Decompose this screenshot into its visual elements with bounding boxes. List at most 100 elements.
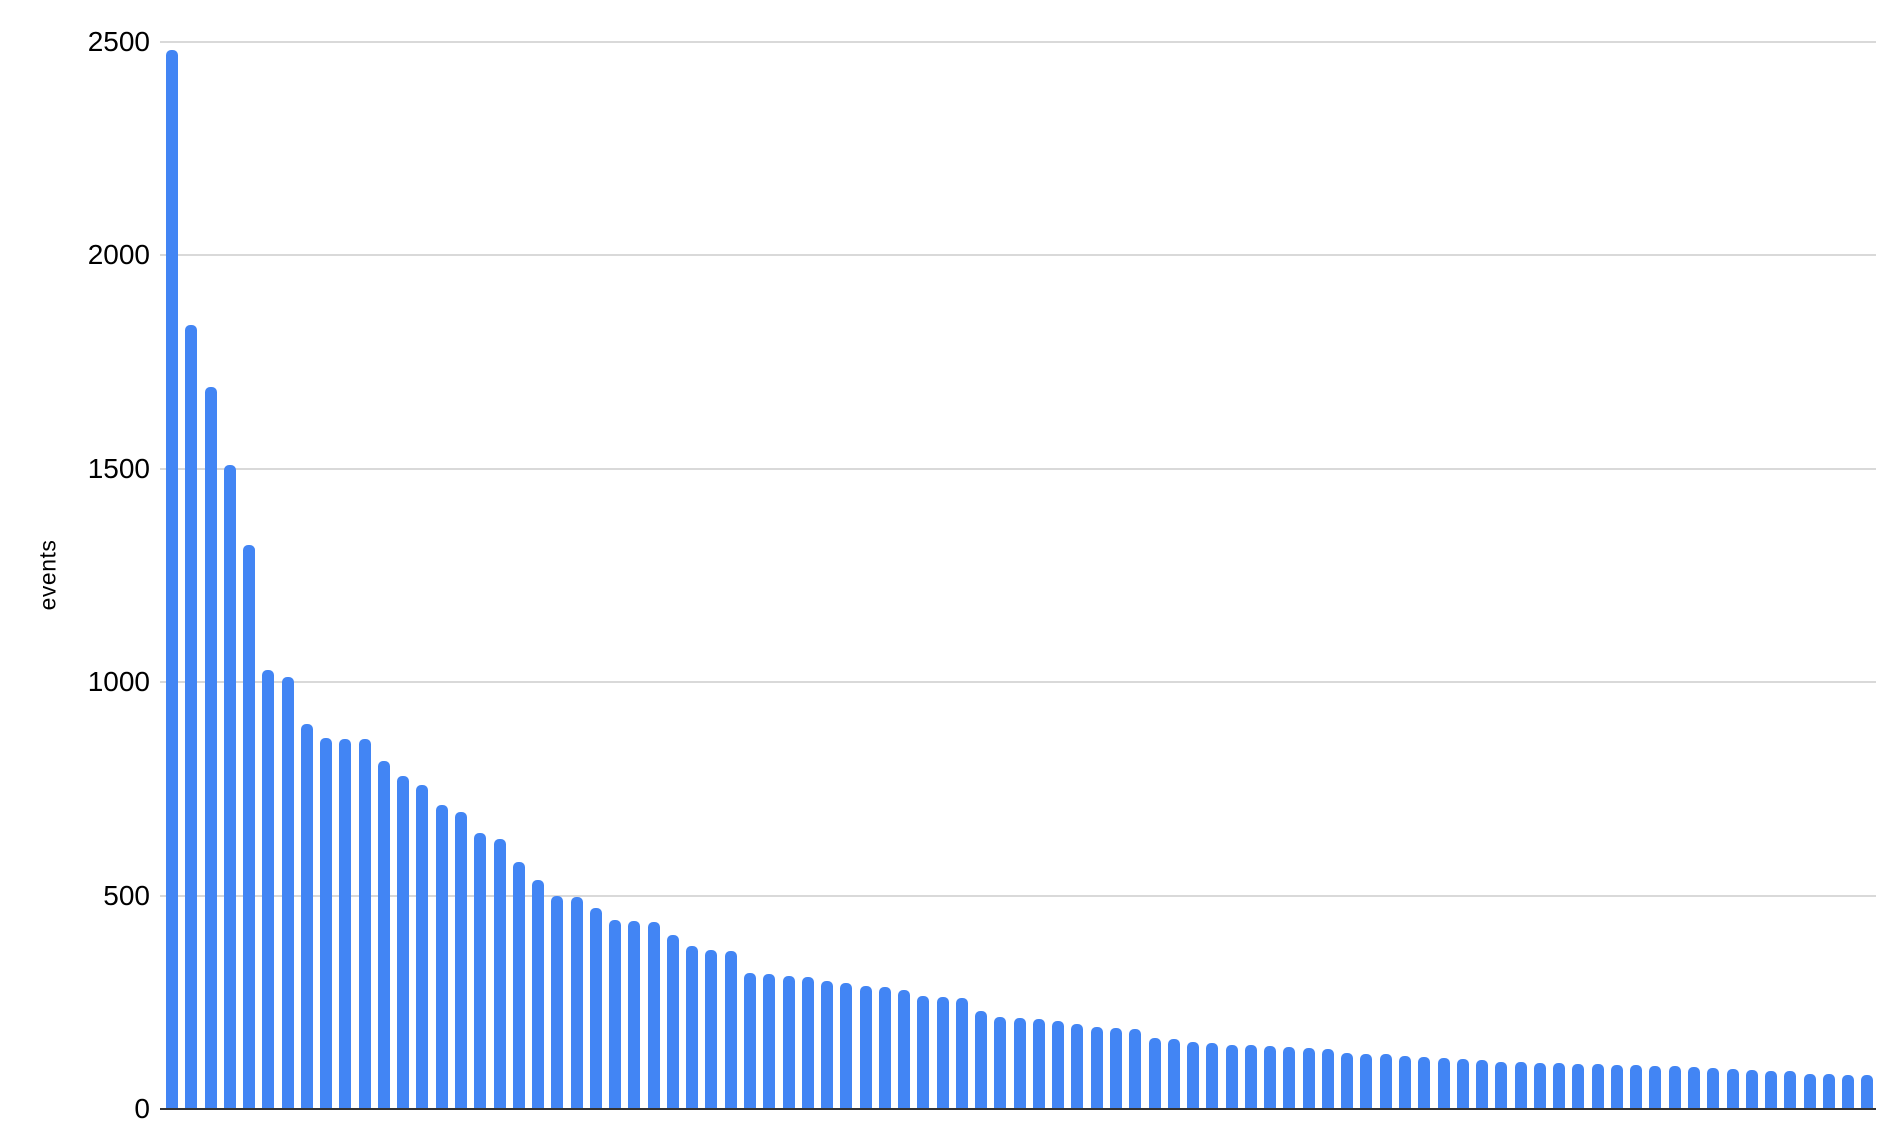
bar (532, 879, 545, 1109)
bar (724, 951, 737, 1109)
bar (1399, 1055, 1411, 1109)
bar (1283, 1046, 1296, 1109)
bar (1572, 1063, 1585, 1109)
bar-series (166, 0, 1874, 1109)
bar (1052, 1020, 1065, 1109)
bar (1341, 1052, 1354, 1109)
bar (512, 861, 525, 1109)
bar (1553, 1063, 1566, 1109)
bar (204, 387, 217, 1109)
bar (1803, 1073, 1816, 1109)
bar (300, 724, 313, 1109)
bar (898, 990, 911, 1109)
bar (589, 908, 602, 1109)
bar (1071, 1024, 1084, 1109)
bar (1206, 1042, 1219, 1109)
bar (1321, 1048, 1334, 1109)
bar (1148, 1037, 1161, 1109)
bar (1456, 1059, 1469, 1109)
bar (1591, 1064, 1604, 1109)
y-axis-tick-label: 0 (134, 1093, 150, 1124)
bar (1765, 1070, 1778, 1109)
bar (493, 838, 506, 1109)
bar (185, 325, 198, 1109)
bar (840, 982, 853, 1109)
bar (1418, 1056, 1431, 1109)
bar (1861, 1075, 1874, 1109)
bar (397, 776, 410, 1109)
gridline (160, 254, 1876, 257)
bar (320, 738, 333, 1109)
bar (1244, 1045, 1257, 1109)
y-axis-tick-label: 500 (103, 879, 150, 911)
y-axis-tick-label: 2500 (87, 26, 150, 57)
bar (743, 972, 756, 1109)
bar (454, 811, 467, 1109)
bar (917, 995, 930, 1109)
bar (821, 980, 834, 1109)
bar (1437, 1057, 1450, 1109)
bar (666, 934, 679, 1109)
bar (1630, 1065, 1643, 1109)
bar (994, 1016, 1007, 1109)
bar (1360, 1053, 1373, 1109)
bar (570, 896, 583, 1109)
bar (782, 975, 795, 1109)
bar (1533, 1062, 1546, 1109)
bar (763, 973, 776, 1109)
bar (339, 739, 352, 1109)
bar (1110, 1027, 1123, 1109)
bar (474, 832, 487, 1109)
y-axis-tick-label: 1500 (87, 452, 150, 484)
bar (223, 465, 236, 1109)
bar (1225, 1044, 1238, 1109)
bar (1822, 1074, 1835, 1109)
bar (358, 739, 371, 1109)
bar (936, 997, 949, 1109)
bar (1187, 1042, 1200, 1109)
bar (628, 920, 641, 1109)
bar (686, 946, 699, 1109)
bar (1476, 1059, 1489, 1109)
bar (551, 895, 564, 1109)
bar (1784, 1071, 1797, 1109)
bar (975, 1010, 988, 1109)
bar (705, 950, 718, 1109)
x-axis-line (160, 1108, 1876, 1110)
bar (1379, 1054, 1392, 1109)
bar (1264, 1046, 1277, 1109)
bar (1129, 1028, 1142, 1109)
bar (609, 919, 622, 1109)
gridline (160, 894, 1876, 897)
gridline (160, 41, 1876, 43)
bar (1302, 1048, 1315, 1109)
bar (1745, 1069, 1758, 1109)
bar (1668, 1066, 1681, 1109)
bar (1610, 1064, 1623, 1109)
bar (955, 998, 968, 1109)
bar (262, 669, 275, 1109)
gridline (160, 681, 1876, 684)
bar (1649, 1065, 1662, 1109)
bar (1032, 1018, 1045, 1109)
y-axis-tick-label: 1000 (87, 666, 150, 698)
bar (281, 677, 294, 1109)
bar (166, 50, 178, 1109)
gridline (160, 467, 1876, 470)
bar (1167, 1038, 1180, 1109)
bar (647, 922, 660, 1109)
bar (377, 761, 390, 1109)
bar (801, 977, 814, 1109)
bar (1726, 1068, 1739, 1109)
bar (1495, 1061, 1508, 1109)
bar (859, 985, 872, 1109)
bar (1090, 1026, 1103, 1109)
bar (243, 544, 256, 1109)
bar (1514, 1062, 1527, 1109)
bar (1707, 1068, 1720, 1109)
bar (1687, 1067, 1700, 1109)
bar (878, 986, 891, 1109)
y-axis-tick-label: 2000 (87, 239, 150, 271)
bar (435, 805, 448, 1109)
